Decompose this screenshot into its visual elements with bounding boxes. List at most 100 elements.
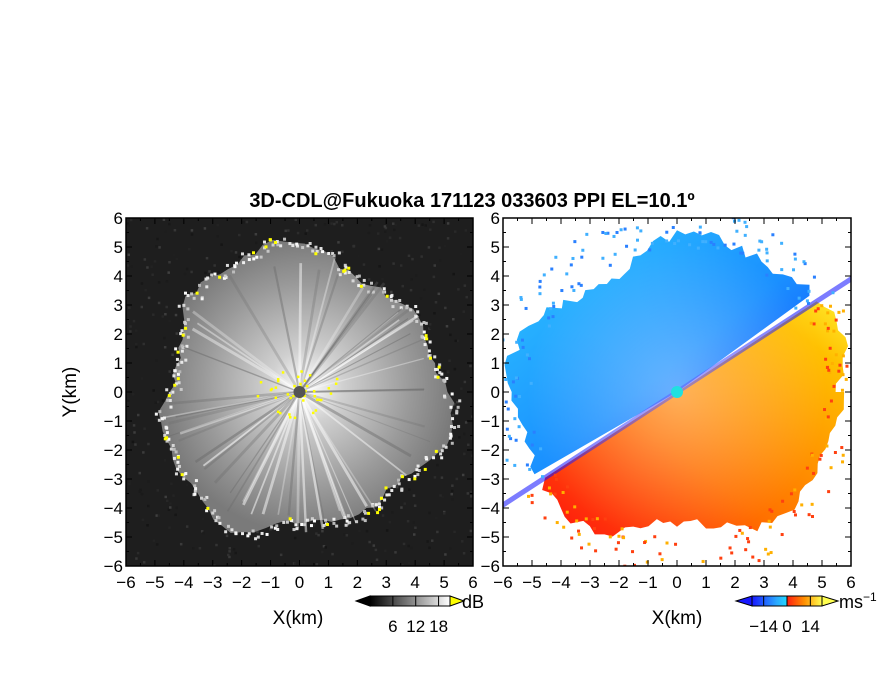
- velocity-edge-pixel: [520, 338, 524, 342]
- snr-noise-pixel: [419, 296, 423, 300]
- snr-noise-pixel: [403, 502, 406, 505]
- snr-saturated-pixel: [289, 396, 292, 400]
- snr-xtick-label: 4: [410, 573, 419, 592]
- snr-rim-pixel: [314, 245, 318, 249]
- snr-noise-pixel: [203, 227, 207, 230]
- velocity-colorbar: −14 0 14 ms−1: [734, 590, 877, 636]
- velocity-edge-pixel: [547, 316, 551, 320]
- snr-rim-pixel: [444, 445, 448, 449]
- snr-noise-pixel: [353, 515, 357, 518]
- snr-noise-pixel: [451, 498, 454, 501]
- velocity-edge-pixel: [823, 408, 827, 412]
- velocity-edge-pixel: [530, 493, 534, 497]
- snr-noise-pixel: [145, 226, 149, 230]
- snr-rim-pixel: [310, 517, 314, 521]
- velocity-edge-pixel: [793, 513, 797, 517]
- velocity-edge-pixel: [532, 430, 536, 434]
- velocity-edge-pixel: [844, 377, 848, 381]
- snr-rim-pixel: [315, 249, 319, 253]
- velocity-edge-pixel: [859, 406, 862, 409]
- snr-rim-pixel: [428, 340, 432, 344]
- snr-noise-pixel: [406, 519, 410, 523]
- snr-noise-pixel: [190, 233, 194, 236]
- snr-noise-pixel: [428, 323, 432, 326]
- snr-noise-pixel: [390, 290, 393, 294]
- snr-noise-pixel: [293, 562, 296, 565]
- snr-noise-pixel: [297, 239, 301, 243]
- snr-rim-pixel: [338, 273, 342, 277]
- snr-radial-streak: [298, 391, 308, 533]
- velocity-edge-pixel: [620, 527, 624, 531]
- velocity-colorbar-under-arrow: [734, 595, 753, 607]
- snr-noise-pixel: [456, 339, 459, 343]
- snr-noise-pixel: [467, 443, 470, 447]
- snr-colorbar-under-arrow: [354, 595, 371, 607]
- velocity-edge-pixel: [841, 453, 845, 457]
- velocity-colorbar-unit: ms−1: [839, 590, 877, 612]
- snr-rim-pixel: [174, 450, 178, 454]
- snr-ytick-label: 1: [114, 354, 123, 373]
- snr-rim-pixel: [186, 318, 190, 322]
- velocity-field: [492, 213, 862, 566]
- snr-rim-pixel: [308, 242, 312, 246]
- velocity-edge-pixel: [492, 403, 495, 406]
- velocity-edge-pixel: [716, 246, 720, 250]
- snr-noise-pixel: [142, 451, 145, 454]
- snr-radial-streak: [299, 338, 424, 393]
- snr-noise-pixel: [457, 288, 460, 291]
- velocity-edge-pixel: [812, 471, 816, 475]
- snr-noise-pixel: [432, 347, 436, 350]
- velocity-edge-pixel: [793, 257, 797, 261]
- velocity-edge-pixel: [758, 239, 762, 243]
- snr-rim-pixel: [193, 489, 197, 493]
- snr-noise-pixel: [442, 512, 446, 515]
- snr-noise-pixel: [164, 230, 168, 234]
- snr-saturated-pixel: [176, 455, 180, 459]
- snr-noise-pixel: [453, 403, 456, 406]
- velocity-edge-pixel: [565, 485, 569, 489]
- velocity-edge-pixel: [834, 353, 838, 357]
- snr-noise-pixel: [135, 329, 138, 332]
- snr-noise-pixel: [147, 504, 150, 508]
- snr-noise-pixel: [454, 339, 458, 343]
- velocity-edge-pixel: [521, 345, 525, 349]
- velocity-edge-pixel: [525, 353, 529, 357]
- velocity-edge-pixel: [518, 395, 522, 399]
- snr-noise-pixel: [429, 326, 432, 330]
- velocity-edge-pixel: [674, 542, 678, 546]
- snr-radial-streak: [298, 309, 409, 394]
- snr-noise-pixel: [381, 514, 385, 517]
- snr-rim-pixel: [291, 244, 295, 248]
- velocity-edge-pixel: [739, 251, 743, 255]
- snr-rim-pixel: [300, 523, 304, 527]
- snr-saturated-pixel: [176, 350, 180, 354]
- snr-radar-site: [293, 386, 306, 398]
- snr-rim-pixel: [385, 493, 389, 497]
- snr-rim-pixel: [178, 370, 182, 374]
- snr-noise-pixel: [323, 223, 327, 226]
- snr-noise-pixel: [367, 231, 371, 235]
- snr-saturated-pixel: [436, 375, 440, 379]
- velocity-edge-pixel: [690, 213, 693, 216]
- snr-rim-pixel: [309, 524, 313, 528]
- snr-rim-pixel: [355, 275, 359, 279]
- snr-rim-pixel: [169, 405, 173, 409]
- snr-noise-pixel: [168, 260, 171, 264]
- snr-noise-pixel: [392, 262, 395, 265]
- velocity-edge-pixel: [824, 357, 828, 361]
- snr-rim-pixel: [225, 263, 229, 267]
- velocity-edge-pixel: [565, 272, 569, 276]
- snr-noise-pixel: [306, 229, 309, 232]
- snr-rim-pixel: [416, 310, 420, 314]
- snr-noise-pixel: [461, 540, 464, 543]
- snr-rim-pixel: [399, 306, 403, 310]
- snr-noise-pixel: [279, 553, 283, 557]
- velocity-edge-pixel: [570, 536, 574, 540]
- snr-saturated-pixel: [176, 377, 180, 381]
- snr-rim-pixel: [296, 244, 300, 248]
- snr-rim-pixel: [171, 390, 175, 394]
- velocity-edge-pixel: [740, 531, 744, 535]
- snr-rim-pixel: [290, 519, 294, 523]
- snr-rim-pixel: [177, 304, 181, 308]
- snr-noise-pixel: [427, 246, 431, 249]
